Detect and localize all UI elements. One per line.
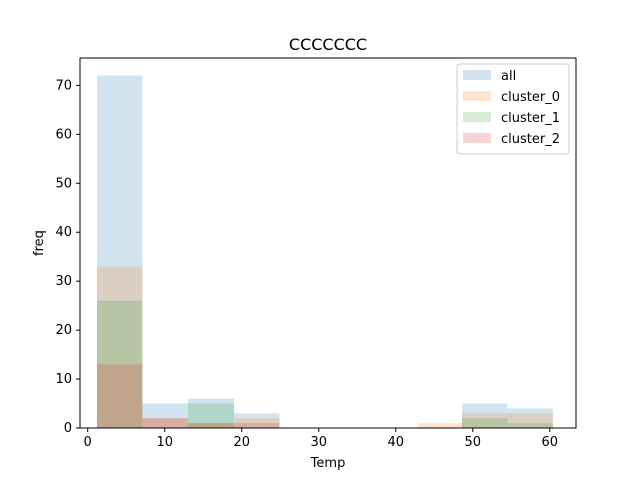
legend-label-cluster_2: cluster_2 bbox=[501, 132, 560, 147]
histogram-bar-all-4 bbox=[462, 403, 508, 428]
histogram-bar-all-2 bbox=[187, 398, 235, 428]
histogram-bar-cluster_1-0 bbox=[96, 300, 143, 428]
histogram-bar-cluster_0-4 bbox=[418, 423, 463, 428]
legend-box bbox=[456, 63, 570, 155]
x-tick-label: 0 bbox=[84, 435, 92, 450]
histogram-bar-all-5 bbox=[507, 408, 553, 428]
histogram-bar-cluster_1-3 bbox=[507, 423, 553, 428]
histogram-bar-all-3 bbox=[234, 413, 280, 428]
x-tick-label: 40 bbox=[388, 435, 405, 450]
histogram-bar-cluster_2-0 bbox=[96, 364, 143, 428]
histogram-bar-cluster_2-1 bbox=[142, 418, 188, 428]
plot-frame bbox=[79, 57, 577, 429]
bars-layer bbox=[96, 75, 553, 428]
legend: all cluster_0 cluster_1 cluster_2 bbox=[456, 63, 570, 155]
legend-swatch-cluster_0 bbox=[463, 91, 491, 101]
x-tick-label: 10 bbox=[156, 435, 173, 450]
legend-label-cluster_1: cluster_1 bbox=[501, 111, 560, 126]
y-tick-label: 0 bbox=[64, 421, 72, 436]
y-tick-label: 60 bbox=[55, 127, 72, 142]
x-tick-label: 50 bbox=[465, 435, 482, 450]
legend-label-all: all bbox=[501, 69, 516, 84]
histogram-bar-cluster_0-1 bbox=[142, 418, 188, 428]
histogram-bar-all-1 bbox=[142, 403, 188, 428]
legend-swatch-cluster_2 bbox=[463, 133, 491, 143]
histogram-bar-cluster_2-2 bbox=[187, 423, 235, 428]
legend-label-cluster_0: cluster_0 bbox=[501, 90, 560, 105]
histogram-bar-cluster_0-2 bbox=[187, 423, 235, 428]
y-axis-ticks: 0 10 20 30 40 50 60 70 bbox=[55, 78, 80, 436]
histogram-bar-cluster_2-3 bbox=[234, 423, 280, 428]
x-tick-label: 60 bbox=[542, 435, 559, 450]
histogram-bar-cluster_0-6 bbox=[507, 413, 553, 428]
y-tick-label: 30 bbox=[55, 274, 72, 289]
y-tick-label: 10 bbox=[55, 372, 72, 387]
x-axis-label: Temp bbox=[310, 456, 346, 471]
chart-title: CCCCCCC bbox=[289, 35, 367, 54]
legend-swatch-all bbox=[463, 70, 491, 80]
legend-swatch-cluster_1 bbox=[463, 112, 491, 122]
histogram-bar-cluster_1-2 bbox=[462, 418, 508, 428]
x-tick-label: 30 bbox=[310, 435, 327, 450]
histogram-bar-cluster_0-5 bbox=[462, 413, 508, 428]
y-tick-label: 20 bbox=[55, 323, 72, 338]
y-tick-label: 70 bbox=[55, 78, 72, 93]
y-tick-label: 40 bbox=[55, 225, 72, 240]
histogram-bar-cluster_0-0 bbox=[96, 266, 143, 428]
histogram-bar-cluster_1-1 bbox=[187, 403, 235, 428]
x-tick-label: 20 bbox=[233, 435, 250, 450]
histogram-bar-cluster_0-3 bbox=[234, 418, 280, 428]
y-tick-label: 50 bbox=[55, 176, 72, 191]
y-axis-label: freq bbox=[32, 230, 47, 256]
histogram-bar-all-0 bbox=[96, 75, 143, 428]
x-axis-ticks: 0 10 20 30 40 50 60 bbox=[84, 428, 559, 450]
